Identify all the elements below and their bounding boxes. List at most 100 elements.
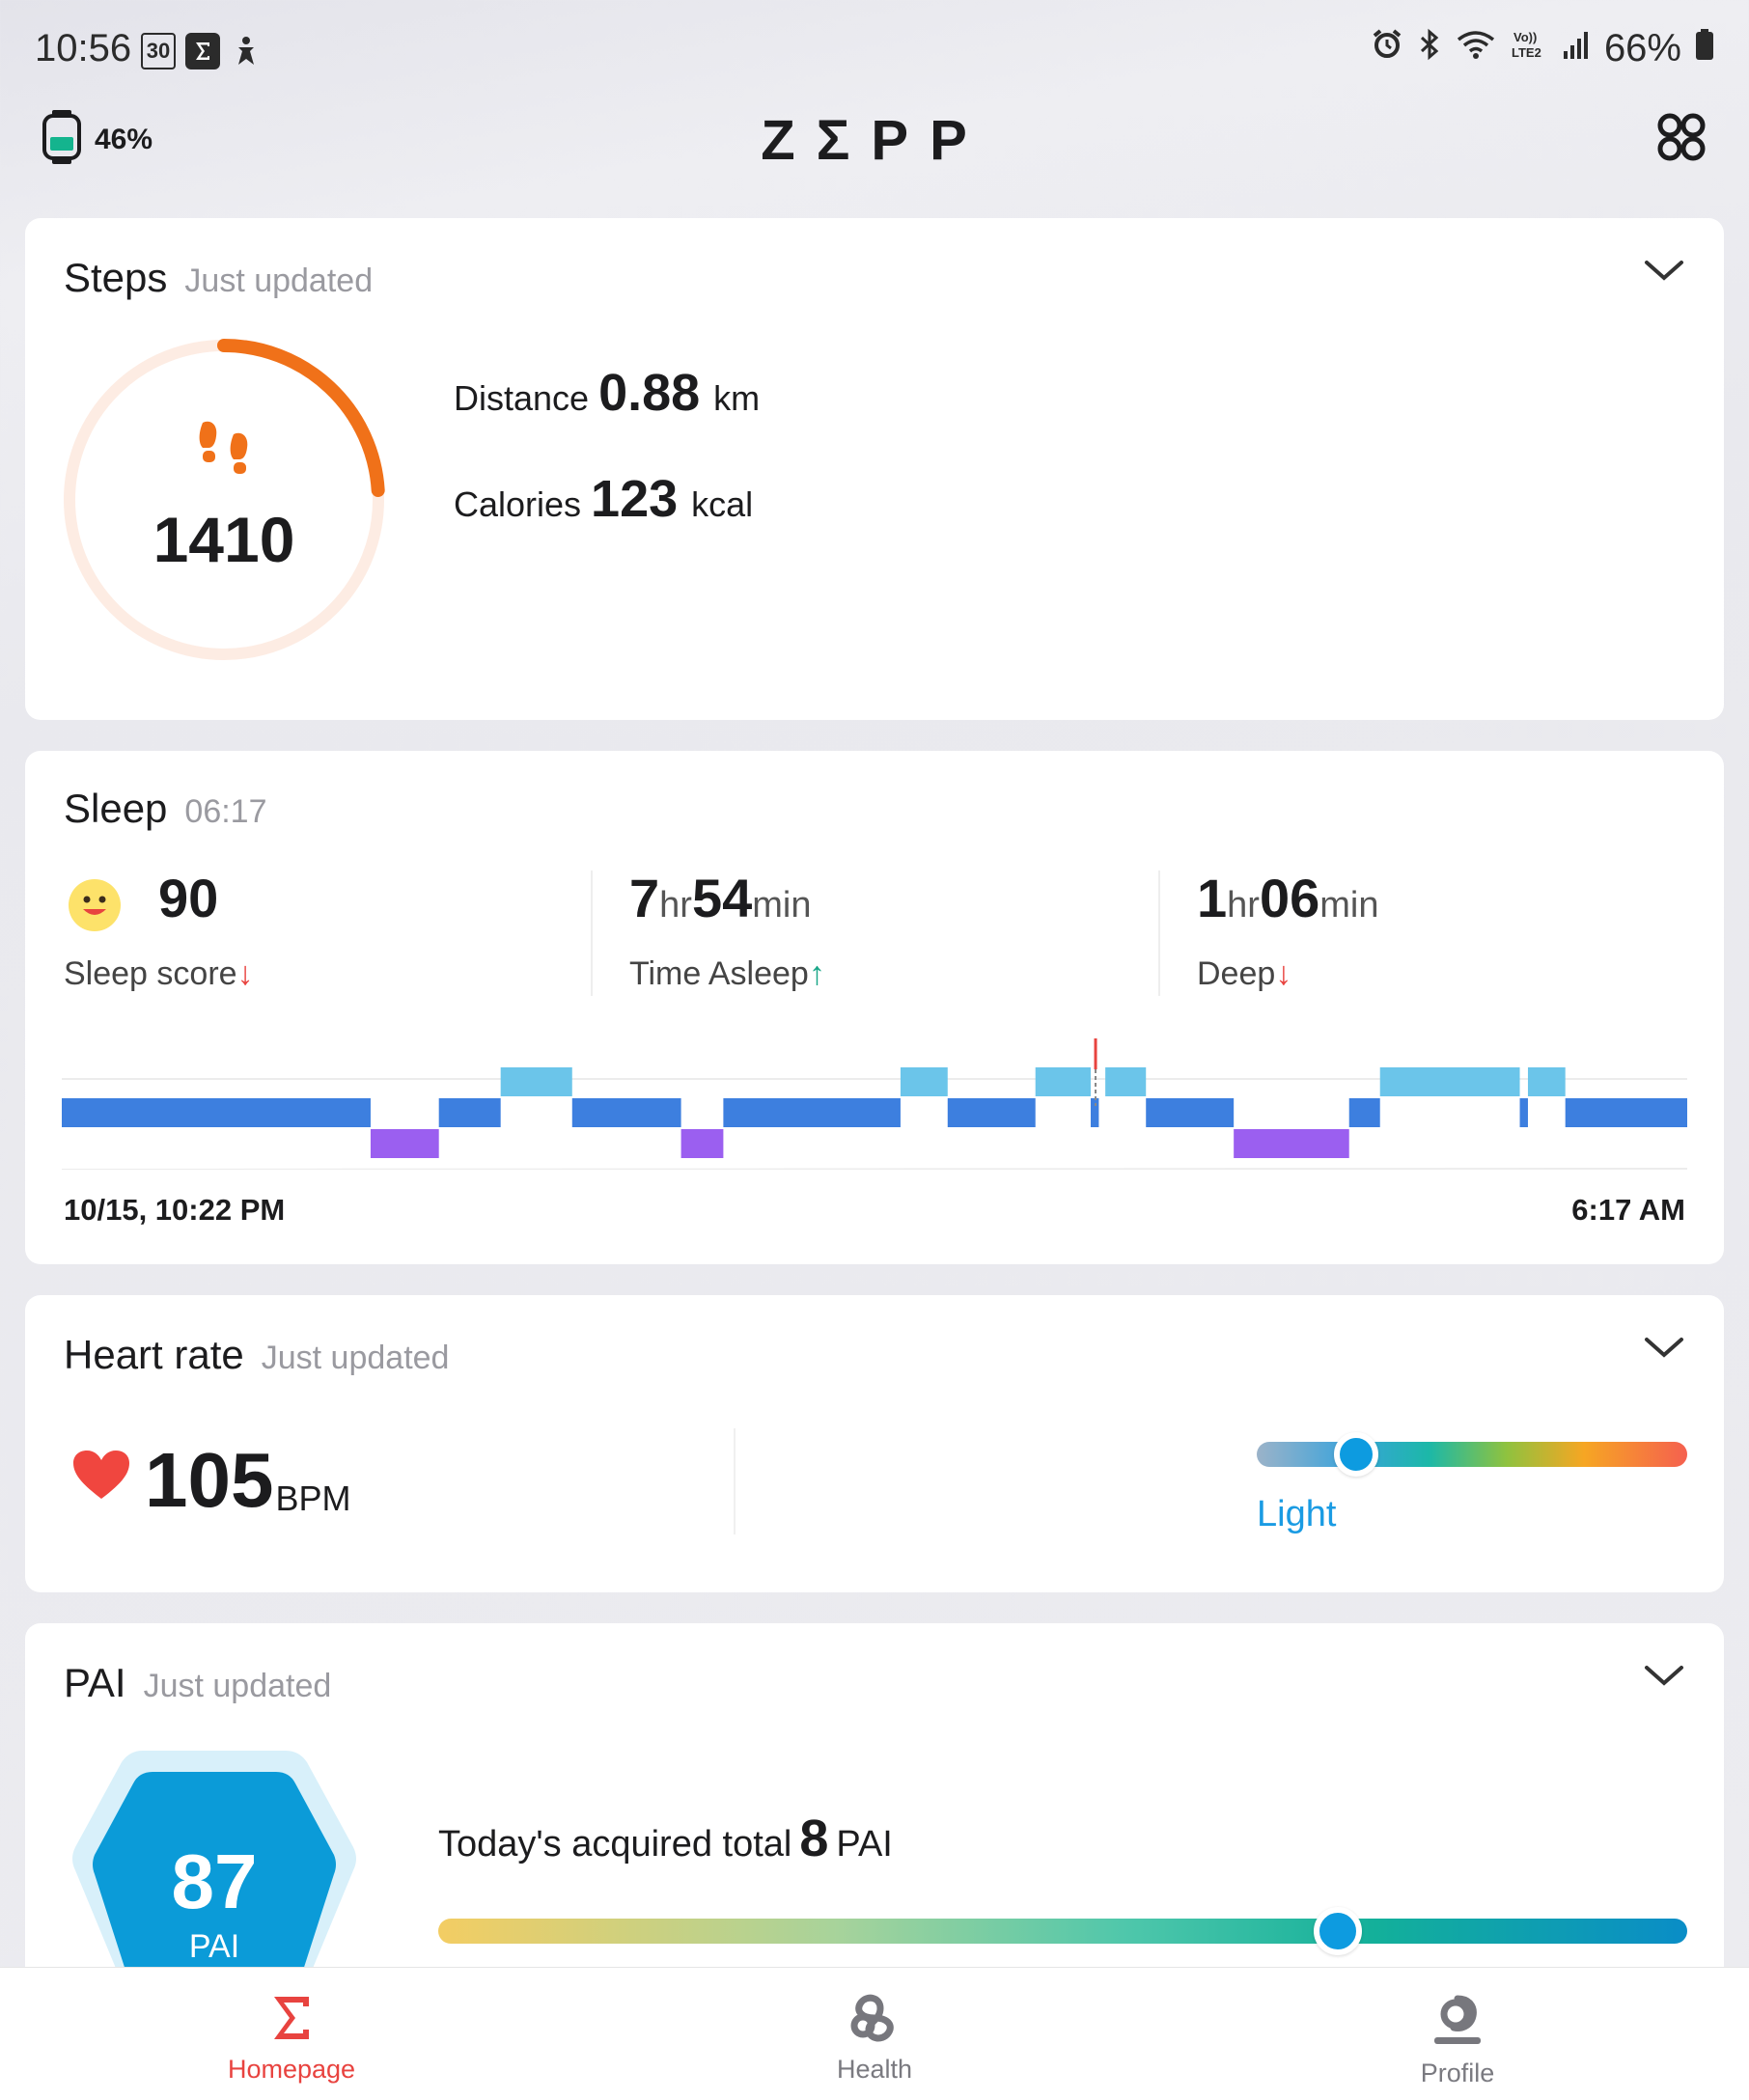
heart-zone-bar [1257, 1442, 1687, 1467]
heart-rate-value: 105 [145, 1437, 274, 1523]
sleep-stage-light [723, 1098, 901, 1127]
accessibility-icon [232, 33, 261, 69]
steps-updated: Just updated [184, 262, 374, 299]
steps-progress-ring [64, 339, 385, 660]
deep-sleep-label: Deep↓ [1197, 955, 1292, 992]
heart-updated: Just updated [261, 1340, 450, 1376]
sleep-title-row: Sleep 06:17 [64, 786, 267, 832]
distance-unit: km [713, 378, 761, 418]
steps-progress-arc [217, 339, 385, 497]
sleep-start-time: 10/15, 10:22 PM [64, 1193, 286, 1227]
sleep-score-label: Sleep score↓ [64, 955, 254, 992]
sleep-stage-deep [1234, 1129, 1349, 1158]
sleep-stage-light [1519, 1098, 1528, 1127]
steps-title: Steps [64, 255, 168, 300]
pai-hexagon-icon [72, 1751, 356, 1982]
heart-title: Heart rate [64, 1332, 244, 1377]
heart-rate-unit: BPM [275, 1478, 351, 1518]
bottom-navigation: Homepage Health Profile [0, 1967, 1749, 2100]
steps-title-row: Steps Just updated [64, 255, 373, 301]
distance-label: Distance [454, 378, 590, 418]
sleep-end-time: 6:17 AM [1571, 1193, 1685, 1227]
calories-value: 123 [591, 470, 679, 528]
distance-value: 0.88 [598, 364, 701, 422]
sleep-stage-awake [1035, 1067, 1091, 1096]
sleep-stage-deep [370, 1129, 439, 1158]
status-battery-text: 66% [1603, 27, 1681, 69]
signal-icon [1562, 27, 1591, 70]
chevron-down-icon[interactable] [1643, 257, 1685, 289]
sleep-stage-light [1565, 1098, 1687, 1127]
pai-progress-bar [438, 1919, 1687, 1944]
heart-rate-reading: 105 BPM [71, 1442, 351, 1519]
wifi-icon [1456, 27, 1496, 70]
nav-label: Homepage [227, 2055, 356, 2084]
thirty-badge-icon: 30 [141, 33, 176, 69]
sleep-score-value: 90 [158, 868, 219, 928]
volte-icon: Vo)) LTE2 [1510, 27, 1548, 70]
steps-count: 1410 [153, 504, 295, 575]
sleep-stage-light [62, 1098, 371, 1127]
footprints-icon [199, 421, 248, 474]
sleep-stages-chart[interactable] [62, 1038, 1687, 1170]
pai-today-total: Today's acquired total 8 PAI [438, 1810, 893, 1867]
nav-health[interactable]: Health [730, 1968, 1019, 2100]
chevron-down-icon[interactable] [1643, 1334, 1685, 1366]
heart-zone-label: Light [1257, 1494, 1337, 1534]
steps-card[interactable]: Steps Just updated 1410 Distance 0.88 km Ca… [25, 218, 1724, 720]
status-bar: 10:56 30 Vo)) LTE2 66% [0, 0, 1749, 101]
pai-value: 87 [171, 1838, 258, 1924]
nav-label: Profile [1420, 2059, 1495, 2087]
app-logo: ZΣPP [761, 109, 988, 172]
time-asleep-label: Time Asleep↑ [629, 955, 825, 992]
bluetooth-icon [1417, 27, 1442, 70]
svg-text:Vo)): Vo)) [1513, 30, 1537, 44]
heart-rate-card[interactable]: Heart rate Just updated 105 BPM Light [25, 1295, 1724, 1592]
calories-unit: kcal [691, 484, 754, 524]
time-asleep-value: 7hr54min [629, 868, 812, 928]
pai-title: PAI [64, 1660, 126, 1705]
sleep-stage-awake [1105, 1067, 1147, 1096]
sleep-title: Sleep [64, 786, 168, 831]
status-time: 10:56 [35, 27, 132, 69]
profile-icon [1434, 1995, 1481, 2044]
calories-label: Calories [454, 484, 582, 524]
sleep-card[interactable]: Sleep 06:17 90 Sleep score↓ 7hr54min Time… [25, 751, 1724, 1264]
alarm-icon [1371, 27, 1403, 70]
battery-icon [1695, 27, 1714, 70]
nav-profile[interactable]: Profile [1313, 1968, 1602, 2100]
sigma-app-icon [185, 33, 220, 69]
divider [734, 1428, 736, 1534]
divider [591, 870, 593, 996]
sleep-stage-awake [1527, 1067, 1566, 1096]
sleep-stage-light [571, 1098, 681, 1127]
pai-updated: Just updated [143, 1668, 332, 1704]
sleep-stage-awake [1379, 1067, 1520, 1096]
sigma-icon [274, 1997, 309, 2039]
sleep-stage-light [438, 1098, 501, 1127]
smiley-face-icon [68, 878, 122, 937]
deep-sleep-value: 1hr06min [1197, 868, 1379, 928]
heart-title-row: Heart rate Just updated [64, 1332, 449, 1378]
status-right-group: Vo)) LTE2 66% [1371, 27, 1714, 70]
apps-grid-icon[interactable] [1656, 112, 1707, 167]
pai-title-row: PAI Just updated [64, 1660, 331, 1706]
device-status[interactable]: 46% [42, 110, 153, 169]
pai-label: PAI [188, 1928, 240, 1965]
divider [1158, 870, 1160, 996]
arrow-down-icon: ↓ [1275, 955, 1292, 992]
sleep-stage-awake [900, 1067, 948, 1096]
distance-stat: Distance 0.88 km [454, 363, 760, 423]
arrow-up-icon: ↑ [808, 955, 825, 992]
watch-icon [42, 110, 81, 169]
heart-icon [71, 1449, 131, 1506]
health-knot-icon [850, 1994, 894, 2042]
arrow-down-icon: ↓ [236, 955, 254, 992]
pai-progress-indicator [1313, 1907, 1362, 1955]
sleep-stage-light [947, 1098, 1036, 1127]
chevron-down-icon[interactable] [1643, 1662, 1685, 1694]
nav-homepage[interactable]: Homepage [147, 1968, 436, 2100]
nav-label: Health [836, 2055, 913, 2084]
heart-zone-indicator [1333, 1432, 1378, 1477]
calories-stat: Calories 123 kcal [454, 469, 753, 529]
